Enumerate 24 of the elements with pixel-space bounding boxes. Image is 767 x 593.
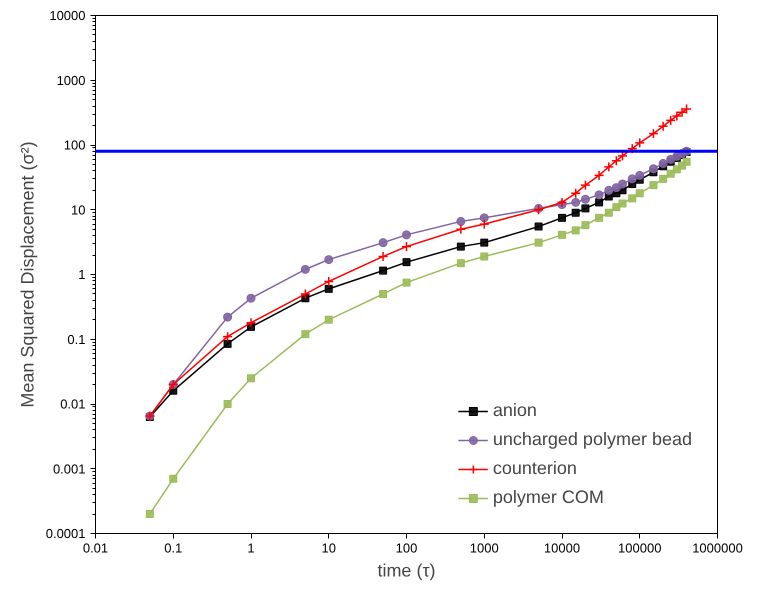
y-tick-label: 0.001 bbox=[52, 461, 86, 476]
y-tick-label: 1 bbox=[78, 267, 86, 282]
y-tick-label: 1000 bbox=[56, 72, 86, 88]
x-tick-label: 100 bbox=[396, 540, 418, 556]
y-tick-label: 100 bbox=[64, 138, 86, 152]
legend-label: counterion bbox=[492, 458, 577, 479]
x-axis-title: time (τ) bbox=[377, 560, 436, 580]
y-tick-label: 0.1 bbox=[67, 332, 86, 347]
y-tick-label: 10000 bbox=[49, 8, 86, 23]
legend-label: anion bbox=[492, 400, 537, 421]
x-tick-label: 10 bbox=[322, 540, 336, 556]
x-tick-label: 10000 bbox=[544, 540, 580, 556]
x-tick-label: 100000 bbox=[618, 540, 662, 556]
y-tick-label: 0.0001 bbox=[46, 526, 86, 541]
y-axis-title: Mean Squared Displacement (σ²) bbox=[18, 141, 38, 408]
x-tick-label: 0.1 bbox=[164, 540, 182, 556]
legend-label: uncharged polymer bead bbox=[492, 429, 692, 450]
y-tick-label: 0.01 bbox=[60, 396, 86, 412]
x-tick-label: 1 bbox=[247, 540, 255, 556]
x-tick-label: 1000 bbox=[470, 540, 499, 556]
x-tick-label: 0.01 bbox=[82, 540, 108, 556]
legend-label: polymer COM bbox=[492, 487, 604, 508]
y-tick-label: 10 bbox=[71, 202, 86, 218]
x-tick-label: 1000000 bbox=[692, 540, 743, 556]
